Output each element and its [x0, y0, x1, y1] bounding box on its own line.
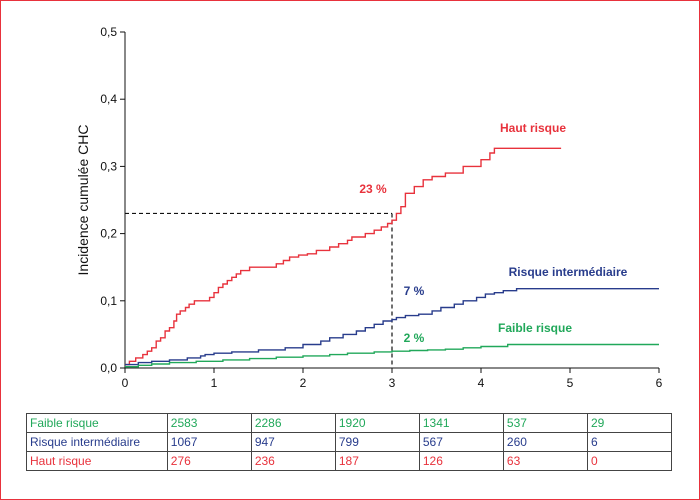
- series-name-label: Haut risque: [500, 121, 566, 135]
- row-label: Faible risque: [26, 413, 168, 433]
- table-row: Faible risque 2583 2286 1920 1341 537 29: [26, 413, 673, 433]
- table-cell: 537: [502, 413, 588, 433]
- y-tick-label: 0,1: [100, 294, 117, 308]
- table-cell: 1067: [166, 432, 252, 452]
- table-cell: 1920: [334, 413, 420, 433]
- table-cell: 29: [586, 413, 673, 433]
- y-tick-label: 0,0: [100, 361, 117, 375]
- table-cell: 260: [502, 432, 588, 452]
- series-line: [125, 147, 562, 366]
- table-cell: 2286: [250, 413, 336, 433]
- y-tick-label: 0,2: [100, 227, 117, 241]
- chart-axes: 0 1 2 3 4 5 6 0,0 0,1 0,2 0,3 0,4 0,5: [100, 25, 662, 390]
- table-cell: 799: [334, 432, 420, 452]
- x-tick-label: 3: [389, 376, 396, 390]
- x-tick-label: 2: [300, 376, 307, 390]
- reference-lines: [125, 212, 393, 368]
- table-row: Haut risque 276 236 187 126 63 0: [26, 451, 673, 471]
- y-tick-label: 0,4: [100, 92, 117, 106]
- table-cell: 126: [418, 451, 504, 471]
- table-cell: 947: [250, 432, 336, 452]
- y-tick-label: 0,3: [100, 159, 117, 173]
- x-tick-label: 6: [656, 376, 663, 390]
- incidence-chart: 0 1 2 3 4 5 6 0,0 0,1 0,2 0,3 0,4 0,5 Haut risque 23 …: [75, 25, 663, 390]
- table-cell: 2583: [166, 413, 252, 433]
- table-cell: 236: [250, 451, 336, 471]
- table-cell: 187: [334, 451, 420, 471]
- series-annotation: 2 %: [404, 331, 425, 345]
- table-row: Risque intermédiaire 1067 947 799 567 26…: [26, 432, 673, 452]
- row-label: Haut risque: [26, 451, 168, 471]
- series-line: [125, 288, 659, 366]
- series-line: [125, 343, 659, 368]
- row-label: Risque intermédiaire: [26, 432, 168, 452]
- x-tick-label: 5: [567, 376, 574, 390]
- y-tick-label: 0,5: [100, 25, 117, 39]
- table-cell: 6: [586, 432, 673, 452]
- table-cell: 276: [166, 451, 252, 471]
- at-risk-table: Faible risque 2583 2286 1920 1341 537 29…: [26, 413, 673, 471]
- series-name-label: Risque intermédiaire: [509, 265, 628, 279]
- table-cell: 0: [586, 451, 673, 471]
- table-cell: 63: [502, 451, 588, 471]
- series-name-label: Faible risque: [498, 321, 572, 335]
- series-labels: Haut risque 23 % Risque intermédiaire 7 % Fa…: [359, 121, 627, 345]
- x-tick-label: 0: [122, 376, 129, 390]
- table-cell: 1341: [418, 413, 504, 433]
- x-tick-label: 1: [211, 376, 218, 390]
- series-annotation: 23 %: [359, 182, 387, 196]
- series-annotation: 7 %: [404, 284, 425, 298]
- x-tick-label: 4: [478, 376, 485, 390]
- table-cell: 567: [418, 432, 504, 452]
- y-axis-label: Incidence cumulée CHC: [75, 125, 91, 276]
- chart-series: [125, 147, 659, 368]
